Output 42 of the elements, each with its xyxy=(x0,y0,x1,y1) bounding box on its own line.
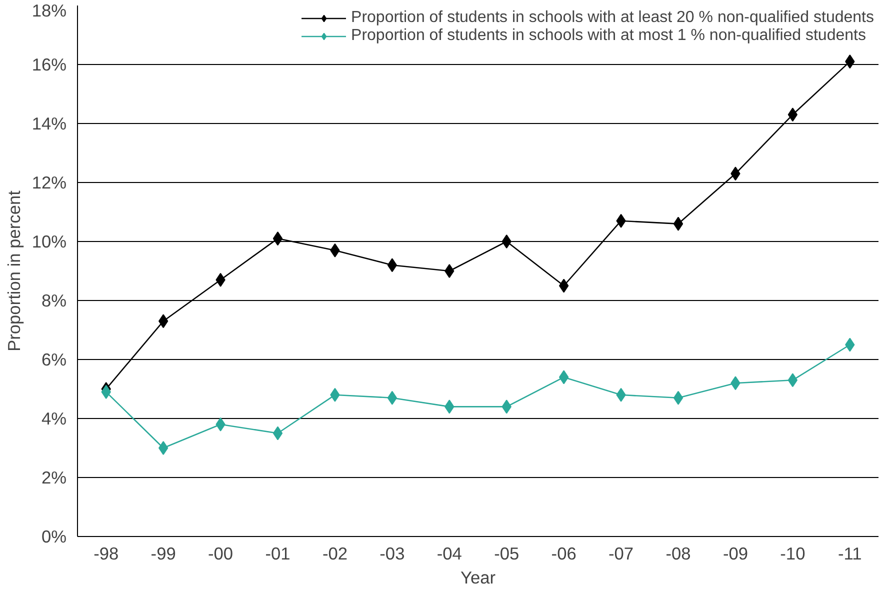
y-axis-title: Proportion in percent xyxy=(4,190,24,352)
x-axis-title: Year xyxy=(460,568,496,588)
point xyxy=(788,108,798,122)
point xyxy=(502,234,512,248)
y-tick-label: 4% xyxy=(41,408,66,428)
y-tick-label: 2% xyxy=(41,468,66,488)
x-tick-label: -04 xyxy=(436,544,462,564)
x-tick-label: -05 xyxy=(494,544,520,564)
point xyxy=(387,258,398,272)
x-tick-label: -07 xyxy=(608,544,634,564)
x-tick-label: -06 xyxy=(551,544,576,564)
x-tick-label: -03 xyxy=(380,544,405,564)
point xyxy=(673,390,684,405)
point xyxy=(558,370,569,384)
point xyxy=(387,390,398,405)
x-tick-label: -10 xyxy=(780,544,806,564)
y-tick-label: 0% xyxy=(41,526,66,546)
point xyxy=(788,373,798,388)
y-tick-label: 12% xyxy=(32,172,67,192)
point xyxy=(558,278,569,293)
point xyxy=(158,314,168,328)
x-tick-label: -00 xyxy=(208,544,234,564)
point xyxy=(673,216,684,231)
legend-label: Proportion of students in schools with at most 1 % non-qualified students xyxy=(351,27,866,45)
x-tick-label: -08 xyxy=(666,544,691,564)
point xyxy=(272,426,283,440)
point xyxy=(272,232,283,246)
y-tick-label: 6% xyxy=(41,350,66,370)
legend-label: Proportion of students in schools with at least 20 % non-qualified students xyxy=(351,9,874,27)
y-tick-label: 10% xyxy=(32,232,67,252)
y-tick-label: 8% xyxy=(41,290,66,310)
x-tick-label: -98 xyxy=(94,544,119,564)
y-tick-label: 14% xyxy=(32,114,67,134)
x-tick-label: -02 xyxy=(322,544,348,564)
point xyxy=(158,441,168,455)
y-tick-label: 18% xyxy=(32,0,67,20)
x-tick-label: -09 xyxy=(722,544,748,564)
point xyxy=(444,264,454,278)
y-tick-label: 16% xyxy=(32,54,67,74)
x-tick-label: -11 xyxy=(838,544,862,564)
x-tick-label: -01 xyxy=(265,544,290,564)
x-tick-label: -99 xyxy=(150,544,176,564)
